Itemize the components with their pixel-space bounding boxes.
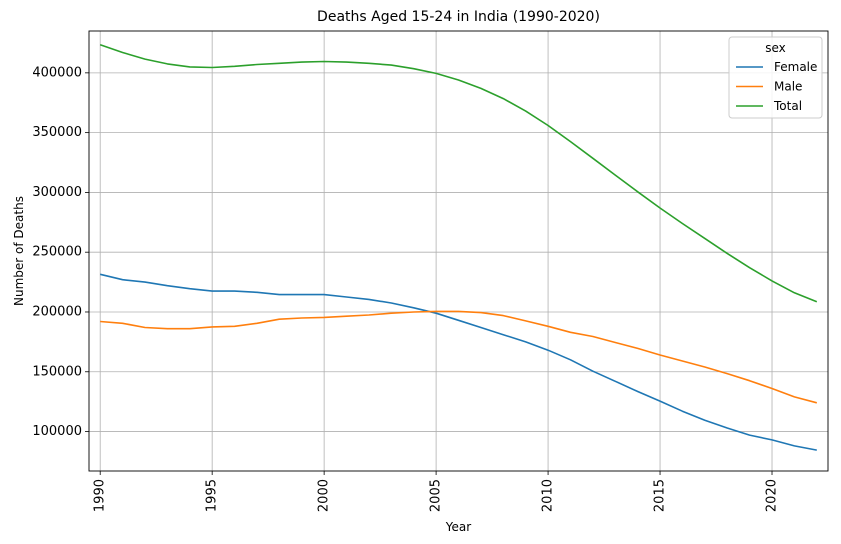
x-axis-label: Year bbox=[445, 520, 471, 534]
legend: sex Female Male Total bbox=[728, 36, 823, 119]
x-tick-label: 2015 bbox=[653, 479, 668, 512]
x-tick-label: 2010 bbox=[541, 479, 556, 512]
x-axis-ticks: 1990 1995 2000 2005 2010 2015 2020 bbox=[93, 471, 780, 512]
chart-title: Deaths Aged 15-24 in India (1990-2020) bbox=[317, 9, 600, 25]
y-tick-label: 100000 bbox=[32, 424, 82, 439]
y-tick-label: 400000 bbox=[32, 65, 82, 80]
x-tick-label: 2020 bbox=[765, 479, 780, 512]
x-tick-label: 1995 bbox=[205, 479, 220, 512]
y-tick-label: 300000 bbox=[32, 185, 82, 200]
y-axis-ticks: 100000 150000 200000 250000 300000 350000 4000… bbox=[32, 65, 89, 439]
legend-items: Female Male Total bbox=[736, 60, 817, 113]
series-lines bbox=[99, 44, 818, 451]
grid-lines bbox=[89, 31, 828, 471]
x-tick-label: 1990 bbox=[93, 479, 108, 512]
y-tick-label: 200000 bbox=[32, 304, 82, 319]
legend-label-male: Male bbox=[774, 80, 802, 94]
legend-title: sex bbox=[765, 41, 786, 55]
x-tick-label: 2000 bbox=[317, 479, 332, 512]
legend-box bbox=[728, 36, 823, 119]
series-line-male bbox=[100, 310, 818, 404]
y-tick-label: 250000 bbox=[32, 245, 82, 260]
x-tick-label: 2005 bbox=[429, 479, 444, 512]
y-tick-label: 350000 bbox=[32, 125, 82, 140]
legend-label-female: Female bbox=[774, 60, 817, 74]
series-line-female bbox=[100, 273, 817, 451]
legend-label-total: Total bbox=[773, 99, 802, 113]
y-axis-label: Number of Deaths bbox=[12, 196, 26, 306]
series-line-total bbox=[99, 44, 818, 303]
plot-frame bbox=[88, 30, 829, 472]
y-tick-label: 150000 bbox=[32, 364, 82, 379]
